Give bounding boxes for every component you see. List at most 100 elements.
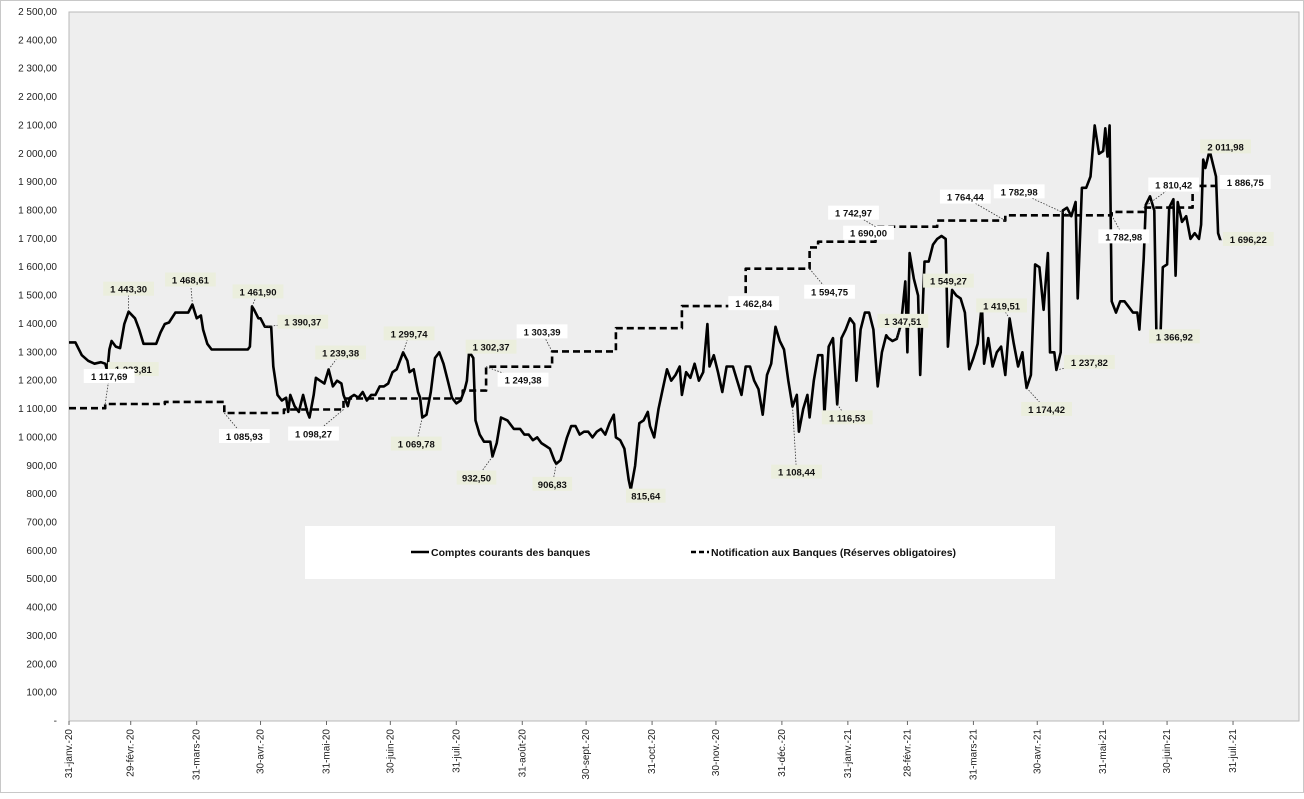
data-label: 1 782,98 xyxy=(1105,232,1142,243)
data-label: 1 462,84 xyxy=(735,299,773,310)
data-label-box xyxy=(843,225,894,240)
y-tick-label: 1 000,00 xyxy=(18,432,57,443)
y-tick-label: 2 100,00 xyxy=(18,120,57,131)
x-tick-label: 31-mars-21 xyxy=(968,729,979,781)
y-tick-label: 400,00 xyxy=(26,603,57,614)
data-label: 1 886,75 xyxy=(1227,178,1265,189)
data-label: 1 810,42 xyxy=(1155,181,1192,192)
data-label-box xyxy=(828,205,879,220)
data-label-leader xyxy=(551,463,557,485)
data-label: 2 011,98 xyxy=(1207,142,1243,153)
data-label-box xyxy=(165,272,216,287)
data-label-box xyxy=(277,314,329,329)
data-label-leader xyxy=(328,353,341,370)
data-label-box xyxy=(728,296,780,311)
data-label: 1 239,38 xyxy=(322,349,359,360)
data-label-box xyxy=(821,410,873,425)
data-label: 906,83 xyxy=(538,480,567,491)
y-tick-label: 1 700,00 xyxy=(18,234,57,245)
y-tick-label: 1 300,00 xyxy=(18,347,57,358)
x-tick-label: 29-févr.-20 xyxy=(126,729,137,777)
x-tick-label: 31-mai-20 xyxy=(321,729,332,774)
y-tick-label: 1 900,00 xyxy=(18,177,57,188)
data-label-box xyxy=(1149,329,1200,344)
data-label-box xyxy=(516,324,568,339)
data-label-leader xyxy=(541,332,553,352)
data-label-box xyxy=(771,464,822,479)
data-label: 1 782,98 xyxy=(1001,187,1038,198)
data-label-box xyxy=(1064,354,1115,369)
y-tick-label: 2 500,00 xyxy=(18,7,57,18)
data-label-box xyxy=(939,189,991,204)
legend-label-notification-reserves: Notification aux Banques (Réserves oblig… xyxy=(711,547,956,559)
y-tick-label: 500,00 xyxy=(26,574,57,585)
data-label-box xyxy=(1021,401,1073,416)
data-label-box xyxy=(315,345,367,360)
x-tick-label: 31-mars-20 xyxy=(192,729,203,781)
data-label-leader xyxy=(1111,215,1125,238)
data-label: 932,50 xyxy=(462,474,491,485)
data-label-box xyxy=(1148,177,1200,192)
data-label: 1 302,37 xyxy=(473,343,510,354)
x-tick-label: 30-nov.-20 xyxy=(711,729,722,777)
data-label: 1 249,38 xyxy=(505,376,542,387)
data-label-leader xyxy=(313,409,344,435)
data-label: 1 174,42 xyxy=(1028,405,1065,416)
data-label-box xyxy=(218,429,270,444)
y-tick-label: 2 200,00 xyxy=(18,92,57,103)
x-tick-label: 30-avr.-21 xyxy=(1032,729,1043,774)
data-label: 1 366,92 xyxy=(1156,332,1193,343)
x-tick-label: 30-sept.-20 xyxy=(581,729,592,780)
data-label-box xyxy=(625,488,666,503)
data-label: 1 764,44 xyxy=(947,193,985,204)
data-label-box xyxy=(497,372,549,387)
data-label-box xyxy=(877,313,929,328)
data-label: 1 303,39 xyxy=(524,327,561,338)
data-label: 1 237,82 xyxy=(1071,358,1108,369)
data-label: 1 696,22 xyxy=(1230,235,1267,246)
data-label-leader xyxy=(809,268,830,293)
series-line-notification-reserves xyxy=(69,184,1221,415)
legend-label-comptes-courants: Comptes courants des banques xyxy=(431,547,590,559)
data-label-box xyxy=(83,369,135,384)
data-label: 1 085,93 xyxy=(226,432,263,443)
x-tick-label: 30-avr.-20 xyxy=(256,729,267,774)
y-tick-label: 100,00 xyxy=(26,688,57,699)
y-tick-label: 700,00 xyxy=(26,517,57,528)
series-line-comptes-courants xyxy=(69,124,1222,491)
x-tick-label: 31-janv.-20 xyxy=(64,729,75,779)
data-label: 1 108,44 xyxy=(778,468,816,479)
data-label-leader xyxy=(485,366,524,382)
y-tick-label: 1 200,00 xyxy=(18,376,57,387)
data-label: 1 549,27 xyxy=(930,277,967,288)
x-tick-label: 30-juin-20 xyxy=(385,729,396,774)
data-label: 1 461,90 xyxy=(240,287,277,298)
y-tick-label: 2 400,00 xyxy=(18,35,57,46)
data-label-box xyxy=(1219,174,1271,189)
data-label: 1 742,97 xyxy=(835,209,872,220)
x-tick-label: 31-juil.-20 xyxy=(451,729,462,773)
x-tick-label: 30-juin-21 xyxy=(1162,729,1173,774)
data-label: 1 117,69 xyxy=(91,372,127,383)
y-tick-label: 1 400,00 xyxy=(18,319,57,330)
data-label: 815,64 xyxy=(631,492,661,503)
data-label-box xyxy=(804,284,855,299)
y-tick-label: 1 800,00 xyxy=(18,206,57,217)
data-label-box xyxy=(532,476,573,491)
data-label: 1 069,78 xyxy=(398,440,435,451)
data-label: 1 594,75 xyxy=(811,288,849,299)
y-tick-label: 900,00 xyxy=(26,461,57,472)
y-tick-label: 200,00 xyxy=(26,659,57,670)
x-tick-label: 31-oct.-20 xyxy=(647,729,658,774)
y-tick-label: 600,00 xyxy=(26,546,57,557)
y-tick-label: 2 000,00 xyxy=(18,149,57,160)
x-tick-label: 31-août-20 xyxy=(517,729,528,778)
x-tick-label: 28-févr.-21 xyxy=(902,729,913,777)
x-tick-label: 31-déc.-20 xyxy=(777,729,788,777)
data-label-box xyxy=(390,436,442,451)
data-label-box xyxy=(456,470,497,485)
data-label-box xyxy=(1222,231,1274,246)
x-tick-label: 31-janv.-21 xyxy=(843,729,854,779)
legend: Comptes courants des banques Notification… xyxy=(305,526,1055,579)
